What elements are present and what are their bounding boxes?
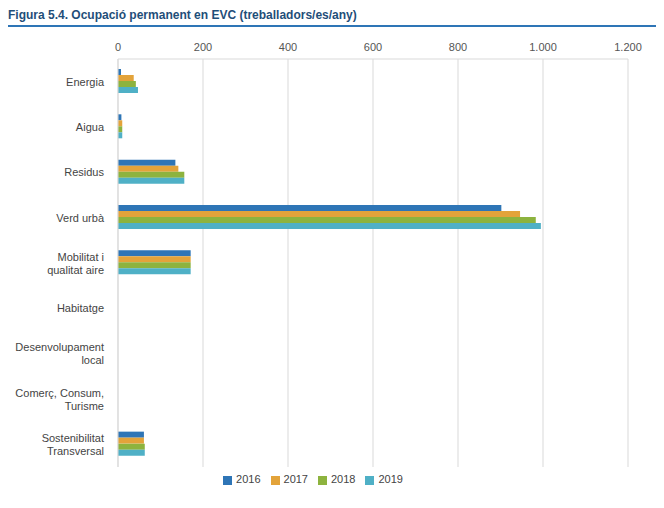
svg-text:Mobilitat iqualitat aire: Mobilitat iqualitat aire (47, 251, 104, 276)
svg-text:1.200: 1.200 (614, 41, 642, 53)
svg-text:SostenibilitatTransversal: SostenibilitatTransversal (42, 432, 104, 457)
svg-text:1.000: 1.000 (529, 41, 557, 53)
svg-text:Residus: Residus (64, 166, 104, 178)
html-text:2018: 2018 (331, 473, 356, 485)
svg-text:Energia: Energia (66, 76, 105, 88)
html-text:Figura 5.4. Ocupació permanent: Figura 5.4. Ocupació permanent en EVC (t… (8, 8, 357, 22)
svg-text:400: 400 (279, 41, 297, 53)
svg-text:Verd urbà: Verd urbà (56, 212, 105, 224)
svg-text:Aigua: Aigua (76, 121, 105, 133)
html-text:2017: 2017 (283, 473, 308, 485)
svg-text:0: 0 (115, 41, 121, 53)
html-text:2019: 2019 (378, 473, 403, 485)
svg-text:Comerç, Consum,Turisme: Comerç, Consum,Turisme (15, 387, 104, 412)
svg-text:800: 800 (449, 41, 467, 53)
svg-text:Habitatge: Habitatge (57, 302, 104, 314)
svg-text:200: 200 (194, 41, 212, 53)
svg-text:600: 600 (364, 41, 382, 53)
html-text:2016: 2016 (236, 473, 261, 485)
svg-text:Desenvolupamentlocal: Desenvolupamentlocal (15, 341, 104, 366)
